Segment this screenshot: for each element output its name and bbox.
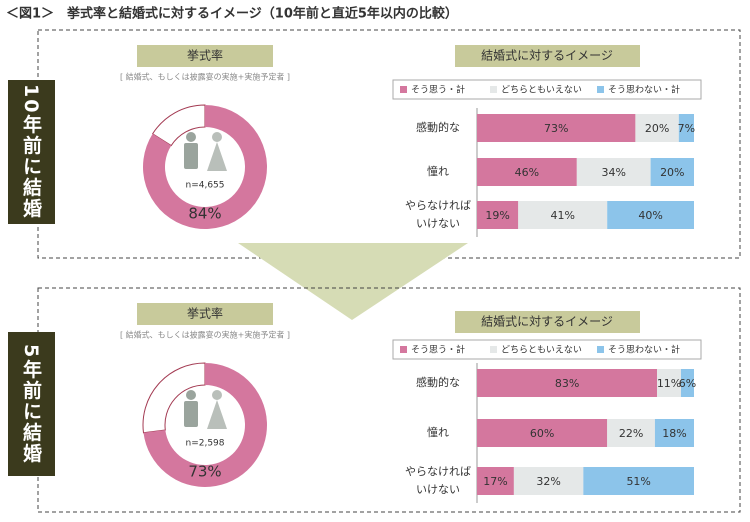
- icon: [207, 142, 227, 171]
- bar-segment: [477, 419, 608, 447]
- arrow: [238, 243, 468, 320]
- value-label: 40%: [638, 209, 662, 222]
- category-label: やらなければいけない: [405, 199, 471, 230]
- legend-marker: [490, 346, 497, 353]
- legend-label: どちらともいえない: [501, 85, 582, 96]
- legend-marker: [597, 346, 604, 353]
- value-label: 20%: [645, 122, 669, 135]
- value-label: 83%: [555, 377, 579, 390]
- chart-title: 挙式率: [187, 48, 223, 63]
- bar-segment: [650, 158, 694, 186]
- value-label: 41%: [550, 209, 574, 222]
- value-label: 20%: [660, 166, 684, 179]
- icon: [212, 132, 222, 142]
- legend-box: [392, 339, 702, 360]
- chart-subtitle: [ 結婚式、もしくは披露宴の実施+実施予定者 ]: [120, 72, 290, 82]
- value-label: 34%: [601, 166, 625, 179]
- chart-title: 結婚式に対するイメージ: [481, 315, 613, 329]
- bar-segment: [477, 201, 519, 229]
- donut-remainder: [142, 362, 206, 434]
- value-label: 84%: [188, 205, 221, 223]
- chart-subtitle: [ 結婚式、もしくは披露宴の実施+実施予定者 ]: [120, 330, 290, 340]
- value-label: 73%: [544, 122, 568, 135]
- category-label: やらなければいけない: [405, 465, 471, 496]
- legend-marker: [597, 86, 604, 93]
- title-box: [455, 45, 640, 67]
- chart-title: 結婚式に対するイメージ: [481, 49, 613, 63]
- legend-label: どちらともいえない: [501, 345, 582, 356]
- title-box: [137, 303, 273, 325]
- bar-segment: [477, 114, 636, 142]
- panel-label: 5年前に結婚: [8, 332, 55, 476]
- donut-slice: [143, 363, 268, 487]
- legend-marker: [400, 86, 407, 93]
- value-label: 73%: [188, 463, 221, 481]
- value-label: 7%: [678, 122, 695, 135]
- value-label: 51%: [626, 475, 650, 488]
- category-label: 感動的な: [416, 376, 460, 389]
- icon: [184, 401, 198, 427]
- legend-label: そう思う・計: [411, 344, 465, 356]
- value-label: 17%: [483, 475, 507, 488]
- bar-segment: [635, 114, 679, 142]
- value-label: 32%: [536, 475, 560, 488]
- page-title: ＜図1＞ 挙式率と結婚式に対するイメージ（10年前と直近5年以内の比較）: [6, 6, 458, 22]
- donut-slice: [143, 105, 267, 229]
- icon: [212, 390, 222, 400]
- category-label: 憧れ: [427, 165, 449, 178]
- bar-segment: [518, 201, 608, 229]
- legend-marker: [400, 346, 407, 353]
- bar-segment: [583, 467, 694, 495]
- icon: [207, 400, 227, 429]
- bar-segment: [576, 158, 651, 186]
- legend-label: そう思う・計: [411, 84, 465, 96]
- value-label: 11%: [657, 377, 681, 390]
- bar-segment: [680, 369, 694, 397]
- bar-segment: [607, 201, 694, 229]
- legend-label: そう思わない・計: [608, 84, 680, 96]
- bar-segment: [477, 467, 514, 495]
- value-label: 46%: [515, 166, 539, 179]
- legend-marker: [490, 86, 497, 93]
- legend-box: [392, 79, 702, 100]
- bar-segment: [657, 369, 681, 397]
- icon: [184, 143, 198, 169]
- icon: [186, 132, 196, 142]
- chart-title: 挙式率: [187, 306, 223, 321]
- icon: [186, 390, 196, 400]
- bar-segment: [678, 114, 694, 142]
- value-label: 18%: [662, 427, 686, 440]
- title-box: [455, 311, 640, 333]
- bar-segment: [477, 369, 658, 397]
- category-label: 感動的な: [416, 121, 460, 134]
- title-box: [137, 45, 273, 67]
- bar-segment: [607, 419, 655, 447]
- donut-note: n=4,655: [185, 181, 224, 191]
- panel-label: 10年前に結婚: [8, 80, 55, 224]
- value-label: 6%: [679, 377, 696, 390]
- donut-note: n=2,598: [185, 439, 224, 449]
- value-label: 22%: [619, 427, 643, 440]
- category-label: 憧れ: [427, 426, 449, 439]
- bar-segment: [513, 467, 584, 495]
- value-label: 60%: [530, 427, 554, 440]
- value-label: 19%: [485, 209, 509, 222]
- bar-segment: [477, 158, 577, 186]
- bar-segment: [654, 419, 694, 447]
- legend-label: そう思わない・計: [608, 344, 680, 356]
